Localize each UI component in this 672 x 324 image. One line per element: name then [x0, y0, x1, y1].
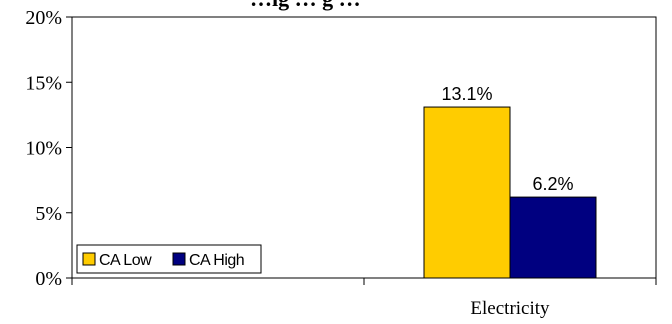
data-label: 13.1%	[441, 84, 492, 104]
legend-label: CA High	[189, 252, 244, 269]
legend-swatch	[83, 253, 95, 265]
legend-label: CA Low	[99, 252, 152, 269]
y-tick-label: 20%	[25, 7, 62, 29]
chart-title: …ig … g …	[250, 0, 361, 11]
y-tick-label: 15%	[25, 72, 62, 94]
bar-ca-low	[424, 107, 510, 278]
x-category-label: Electricity	[470, 298, 550, 319]
bar-ca-high	[510, 197, 596, 278]
plot-area: …ig … g … 0% 5% 10% 15% 20% Electricity 13.1% 6.…	[25, 0, 656, 319]
y-tick-label: 5%	[35, 203, 62, 225]
y-tick-label: 10%	[25, 138, 62, 160]
legend-swatch	[173, 253, 185, 265]
legend: CA Low CA High	[77, 245, 261, 273]
data-label: 6.2%	[532, 174, 573, 194]
y-tick-label: 0%	[35, 268, 62, 290]
